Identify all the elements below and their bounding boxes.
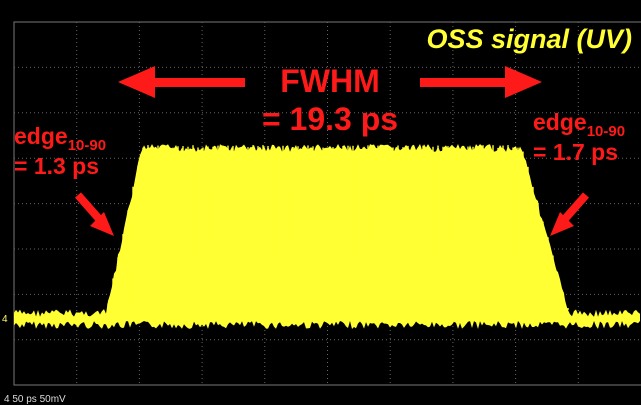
edge-left-value: = 1.3 ps <box>14 153 99 179</box>
fwhm-value: = 19.3 ps <box>262 101 398 137</box>
edge-subscript: 10-90 <box>68 137 106 154</box>
title: OSS signal (UV) <box>426 24 632 54</box>
edge-right-value: = 1.7 ps <box>533 139 618 165</box>
channel-marker: 4 <box>2 314 8 325</box>
fwhm-label: FWHM <box>280 63 380 99</box>
edge-label: edge <box>14 123 68 149</box>
arrow-right-shaft <box>420 78 510 87</box>
scope-screen: OSS signal (UV) FWHM = 19.3 ps edge10-90… <box>0 0 641 405</box>
status-bar: 4 50 ps 50mV <box>4 394 66 405</box>
page: OSS signal (UV) FWHM = 19.3 ps edge10-90… <box>0 0 641 405</box>
edge-label: edge <box>533 109 587 135</box>
arrow-left-shaft <box>150 78 245 87</box>
edge-subscript: 10-90 <box>587 123 625 140</box>
